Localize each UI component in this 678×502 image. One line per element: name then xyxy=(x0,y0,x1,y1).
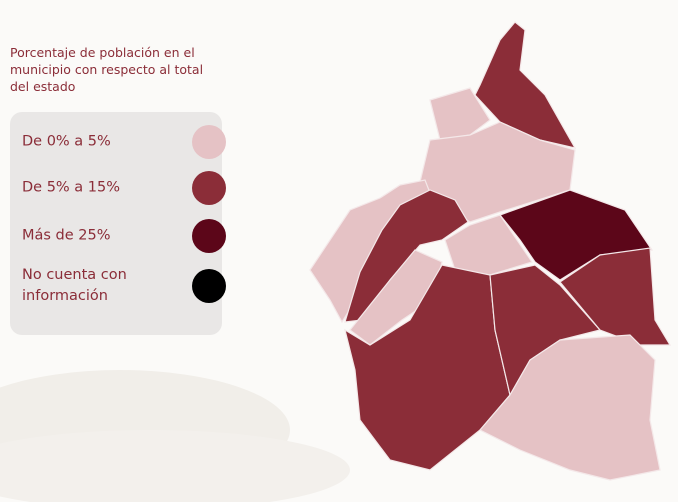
legend-swatch xyxy=(192,269,226,303)
legend-swatch xyxy=(192,219,226,253)
legend-label: No cuenta con información xyxy=(22,267,127,304)
region xyxy=(474,21,577,149)
region xyxy=(559,247,672,346)
legend-item: De 5% a 15% xyxy=(22,166,226,210)
legend-item: Más de 25% xyxy=(22,214,226,258)
region xyxy=(344,189,469,323)
legend-swatch xyxy=(192,171,226,205)
legend-label: Más de 25% xyxy=(22,227,111,244)
region xyxy=(479,334,661,481)
legend-item: De 0% a 5% xyxy=(22,120,226,164)
legend-label: De 0% a 5% xyxy=(22,133,111,150)
legend: De 0% a 5% De 5% a 15% Más de 25% No cue… xyxy=(10,112,226,335)
watermark xyxy=(0,430,350,502)
legend-swatch xyxy=(192,125,226,159)
legend-title: Porcentaje de población en el municipio … xyxy=(10,45,204,94)
region xyxy=(429,87,491,141)
legend-label: De 5% a 15% xyxy=(22,179,121,196)
legend-item: No cuenta con información xyxy=(22,264,226,308)
